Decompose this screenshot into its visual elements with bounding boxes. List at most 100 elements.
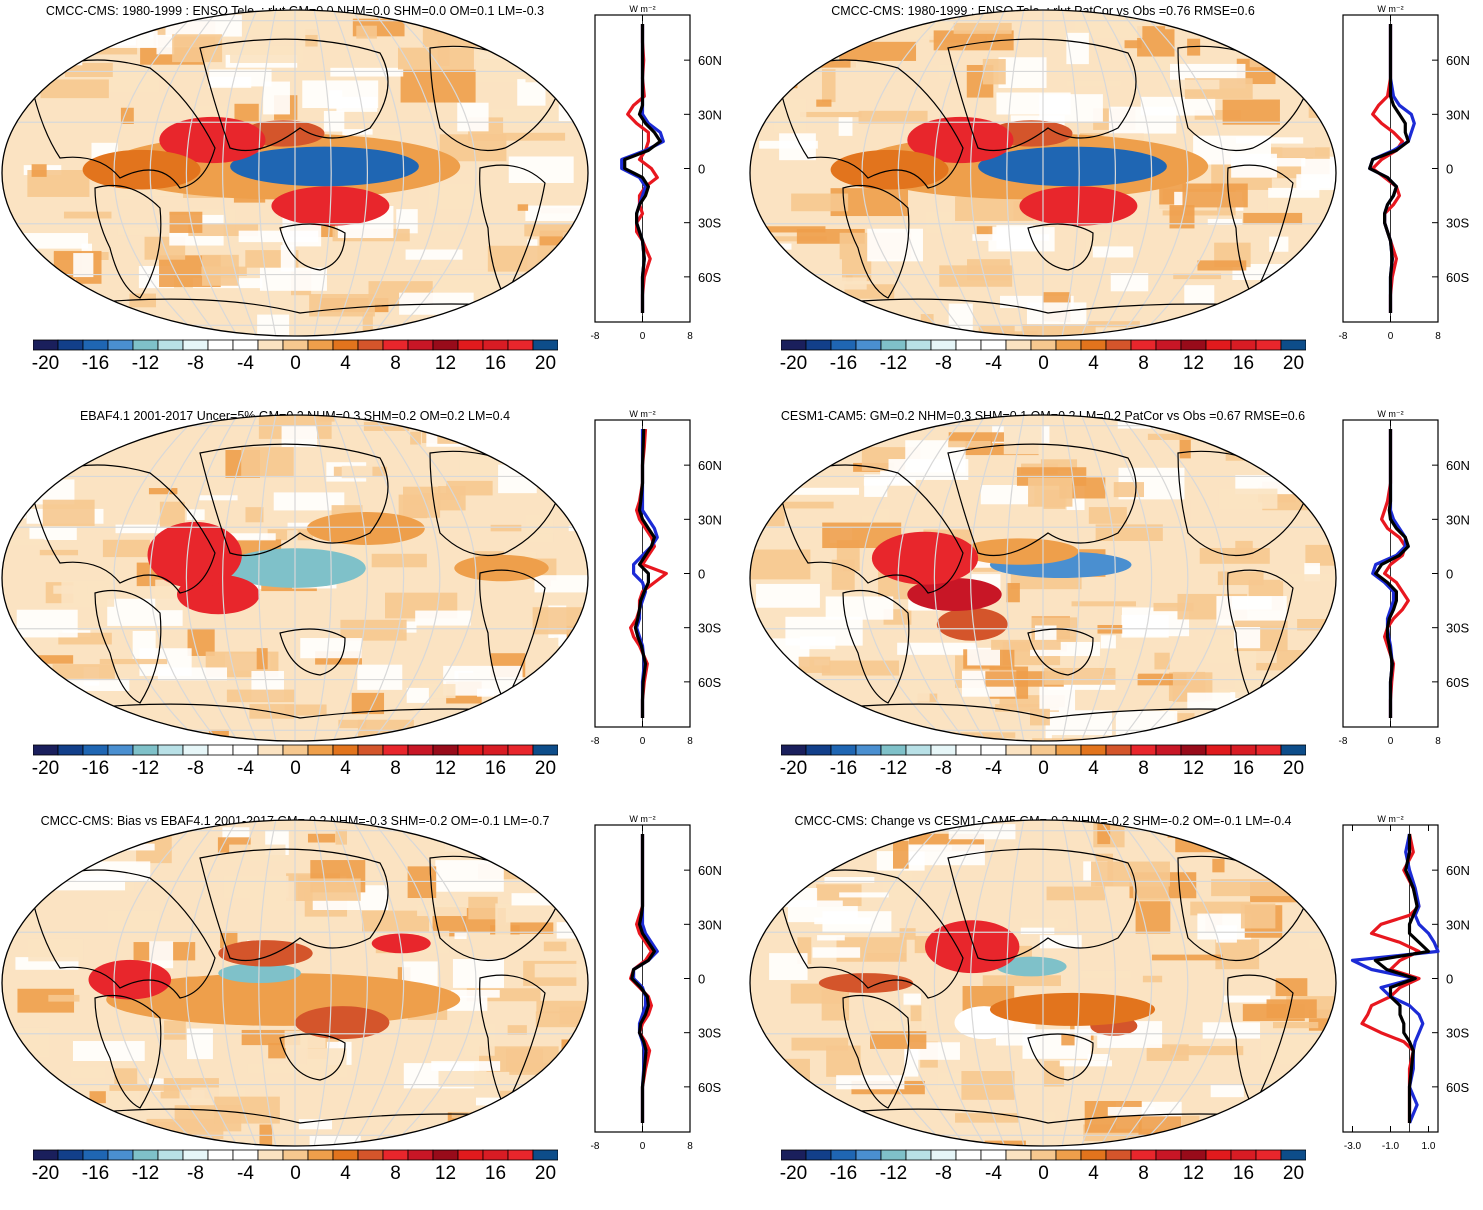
colorbar-swatch bbox=[1081, 745, 1106, 755]
colorbar-swatch bbox=[1281, 340, 1306, 350]
colorbar-swatch bbox=[408, 340, 433, 350]
colorbar-swatch bbox=[906, 1150, 931, 1160]
colorbar-swatch bbox=[1156, 1150, 1181, 1160]
lat-tick-label: 60N bbox=[698, 458, 722, 473]
colorbar-swatch bbox=[781, 1150, 806, 1160]
colorbar-swatch bbox=[1006, 745, 1031, 755]
profile-x-tick-label: -8 bbox=[591, 1141, 600, 1150]
colorbar-swatch bbox=[383, 340, 408, 350]
colorbar-tick-label: 20 bbox=[535, 758, 556, 780]
colorbar-swatch bbox=[806, 745, 831, 755]
colorbar-swatch bbox=[956, 745, 981, 755]
colorbar-swatch bbox=[856, 745, 881, 755]
lat-tick-label: 60S bbox=[1446, 270, 1469, 285]
colorbar-swatch bbox=[881, 340, 906, 350]
colorbar-tick-label: -8 bbox=[187, 758, 204, 780]
colorbar bbox=[33, 744, 558, 756]
colorbar-swatch bbox=[831, 745, 856, 755]
colorbar-tick-label: -12 bbox=[880, 353, 907, 375]
colorbar-swatch bbox=[508, 745, 533, 755]
lat-tick-label: 60S bbox=[698, 1080, 721, 1095]
colorbar-tick-label: -12 bbox=[880, 1163, 907, 1185]
colorbar-tick-label: -20 bbox=[780, 758, 807, 780]
colorbar-swatch bbox=[806, 1150, 831, 1160]
colorbar-swatch bbox=[831, 340, 856, 350]
colorbar-swatch bbox=[1056, 340, 1081, 350]
colorbar-swatch bbox=[133, 1150, 158, 1160]
world-map bbox=[0, 8, 590, 338]
profile-x-tick-label: 8 bbox=[1435, 736, 1441, 745]
colorbar-swatch bbox=[1006, 1150, 1031, 1160]
profile-units: W m⁻² bbox=[1377, 814, 1403, 824]
colorbar-tick-label: -12 bbox=[132, 353, 159, 375]
colorbar-swatch bbox=[458, 1150, 483, 1160]
profile-line-red bbox=[1373, 24, 1403, 313]
colorbar-swatch bbox=[383, 745, 408, 755]
colorbar-swatch bbox=[956, 340, 981, 350]
colorbar-tick-label: -8 bbox=[935, 1163, 952, 1185]
colorbar-swatch bbox=[233, 1150, 258, 1160]
colorbar-swatch bbox=[1006, 340, 1031, 350]
colorbar-swatch bbox=[931, 745, 956, 755]
profile-x-tick-label: 1.0 bbox=[1422, 1141, 1436, 1150]
world-map bbox=[748, 8, 1338, 338]
colorbar-swatch bbox=[856, 1150, 881, 1160]
colorbar-swatch bbox=[183, 340, 208, 350]
colorbar-tick-label: -4 bbox=[985, 758, 1002, 780]
profile-units: W m⁻² bbox=[1377, 4, 1403, 14]
colorbar-swatch bbox=[483, 340, 508, 350]
colorbar-tick-label: -16 bbox=[82, 353, 109, 375]
lat-tick-label: 30N bbox=[1446, 512, 1470, 527]
colorbar-swatch bbox=[1131, 340, 1156, 350]
colorbar-swatch bbox=[1231, 340, 1256, 350]
lat-tick-label: 30S bbox=[698, 216, 721, 231]
colorbar-swatch bbox=[781, 340, 806, 350]
colorbar-swatch bbox=[433, 1150, 458, 1160]
colorbar-swatch bbox=[906, 745, 931, 755]
colorbar-tick-label: 16 bbox=[1233, 1163, 1254, 1185]
colorbar-swatch bbox=[881, 1150, 906, 1160]
profile-line-black bbox=[635, 429, 654, 718]
lat-tick-label: 60N bbox=[698, 863, 722, 878]
lat-tick-label: 0 bbox=[698, 567, 705, 582]
colorbar-swatch bbox=[283, 1150, 308, 1160]
colorbar-tick-label: 16 bbox=[485, 758, 506, 780]
colorbar-swatch bbox=[133, 745, 158, 755]
profile-line-black bbox=[1376, 429, 1409, 718]
colorbar-swatch bbox=[881, 745, 906, 755]
colorbar bbox=[33, 1149, 558, 1161]
colorbar-tick-label: -12 bbox=[132, 758, 159, 780]
colorbar-swatch bbox=[781, 745, 806, 755]
colorbar-swatch bbox=[358, 1150, 383, 1160]
lat-tick-label: 30S bbox=[698, 621, 721, 636]
colorbar-tick-label: -4 bbox=[237, 1163, 254, 1185]
colorbar-swatch bbox=[233, 745, 258, 755]
colorbar-tick-label: -16 bbox=[82, 758, 109, 780]
colorbar-tick-label: -20 bbox=[32, 758, 59, 780]
profile-x-tick-label: 8 bbox=[687, 736, 693, 745]
colorbar-tick-label: 0 bbox=[1038, 353, 1049, 375]
lat-tick-label: 30S bbox=[1446, 1026, 1469, 1041]
colorbar bbox=[781, 1149, 1306, 1161]
colorbar-swatch bbox=[408, 745, 433, 755]
lat-tick-label: 60S bbox=[1446, 1080, 1469, 1095]
colorbar-tick-label: 4 bbox=[1088, 1163, 1099, 1185]
colorbar-swatch bbox=[208, 340, 233, 350]
lat-tick-label: 30N bbox=[698, 917, 722, 932]
colorbar-tick-label: 8 bbox=[390, 758, 401, 780]
colorbar-swatch bbox=[1156, 340, 1181, 350]
colorbar-swatch bbox=[1156, 745, 1181, 755]
colorbar-swatch bbox=[1281, 1150, 1306, 1160]
colorbar-tick-label: 0 bbox=[1038, 758, 1049, 780]
colorbar-tick-label: 8 bbox=[1138, 1163, 1149, 1185]
lat-tick-label: 60S bbox=[698, 675, 721, 690]
colorbar-swatch bbox=[1256, 745, 1281, 755]
world-map bbox=[748, 413, 1338, 743]
profile-x-tick-label: -8 bbox=[1339, 736, 1348, 745]
colorbar-swatch bbox=[1131, 745, 1156, 755]
profile-x-tick-label: -3.0 bbox=[1344, 1141, 1362, 1150]
